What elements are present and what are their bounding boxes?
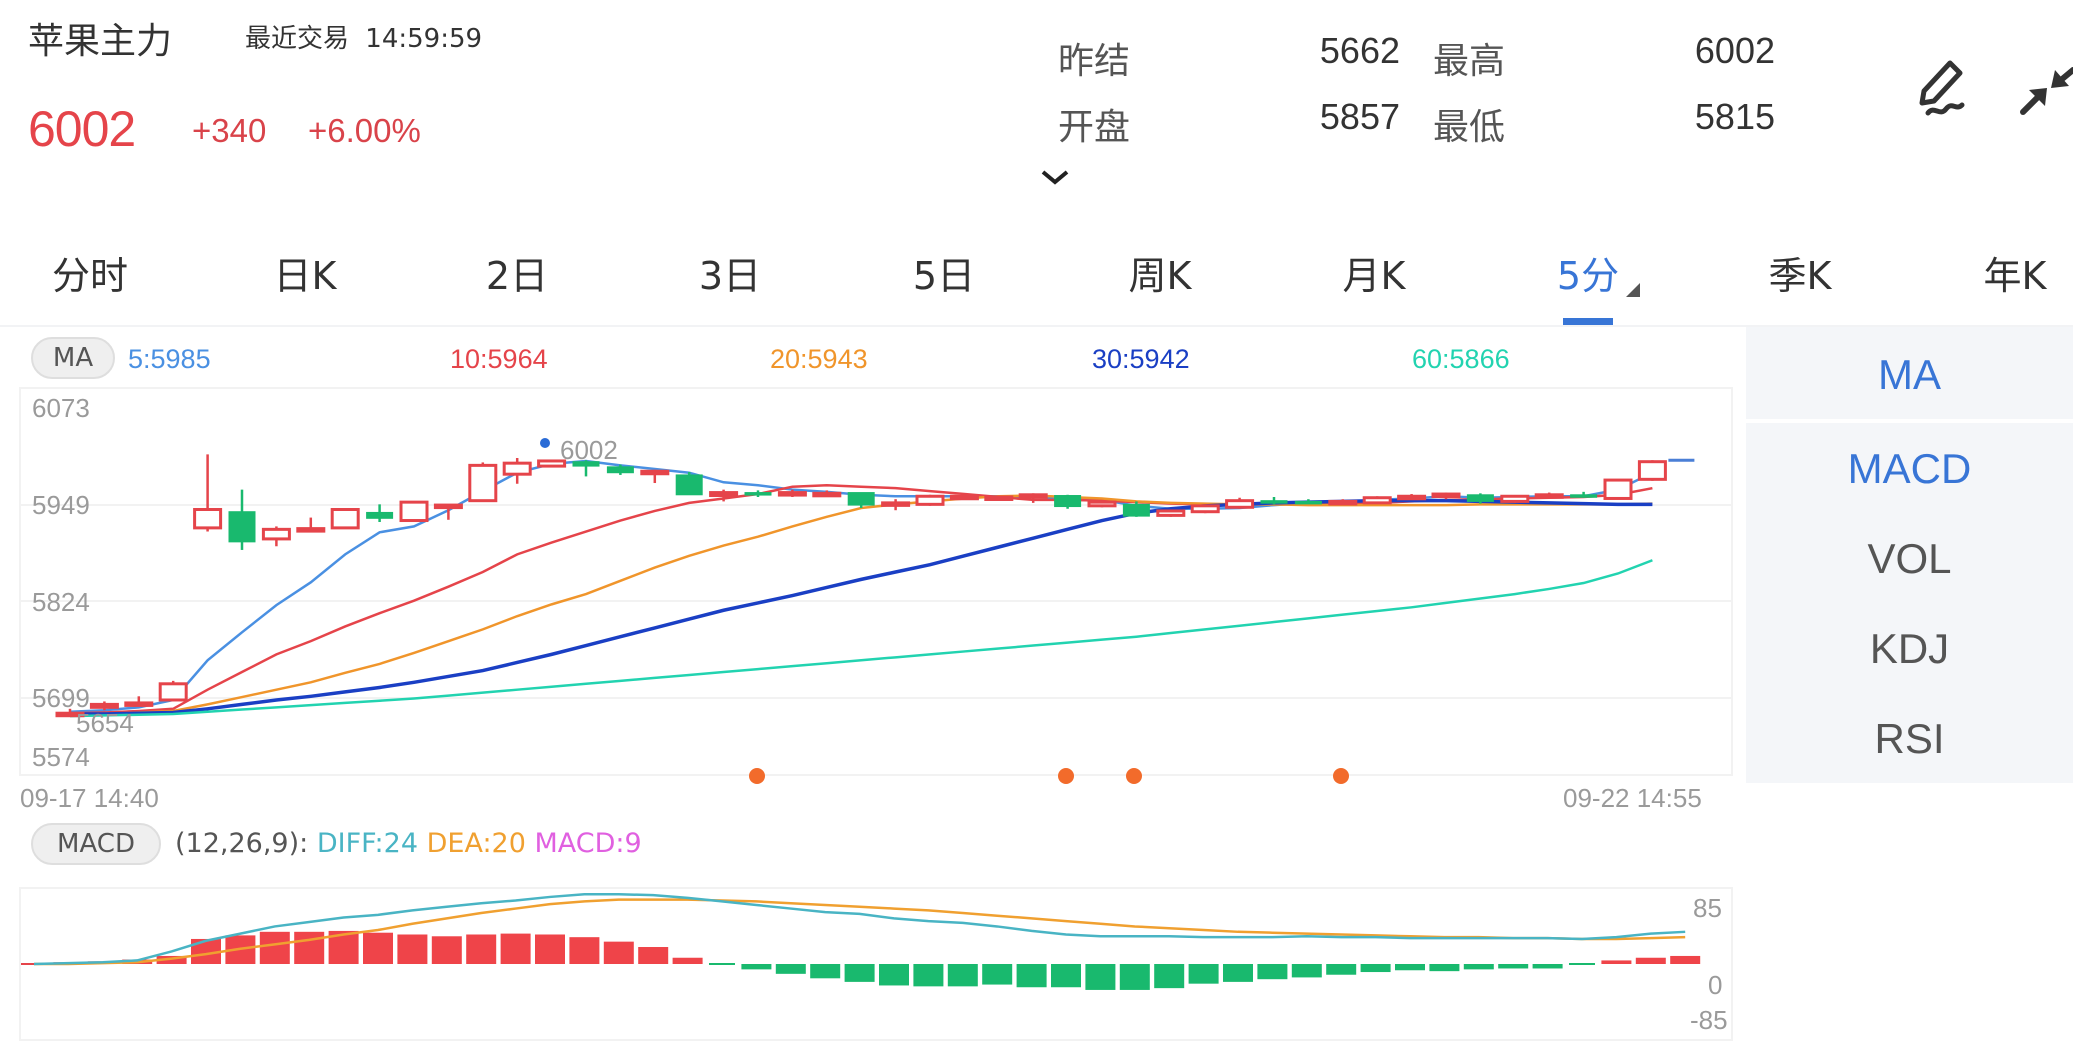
side-item-rsi[interactable]: RSI	[1874, 715, 1945, 762]
main-indicator-panel: MA	[1746, 327, 2073, 419]
y-axis-label: 5824	[32, 587, 90, 617]
tab-9[interactable]: 年K	[1983, 254, 2047, 298]
price-change-pct: +6.00%	[308, 112, 421, 149]
last-trade-time: 14:59:59	[365, 24, 483, 54]
last-trade-info: 最近交易 14:59:59	[245, 18, 482, 55]
ma-legend-item-3: 30:5942	[1092, 344, 1190, 374]
side-item-macd[interactable]: MACD	[1847, 445, 1972, 492]
last-trade-label: 最近交易	[245, 24, 350, 54]
tab-8[interactable]: 季K	[1768, 254, 1832, 298]
tab-6[interactable]: 月K	[1342, 254, 1406, 298]
divider	[0, 325, 2073, 327]
ma-legend-item-0: 5:5985	[128, 344, 211, 374]
collapse-arrows-icon[interactable]	[2015, 50, 2073, 120]
tab-2[interactable]: 2日	[485, 254, 549, 298]
y-axis-label: 5699	[32, 683, 90, 713]
chevron-down-icon[interactable]	[1040, 168, 1070, 188]
ma-indicator-pill[interactable]: MA	[31, 337, 115, 379]
stat-value-high: 6002	[1694, 30, 1775, 71]
macd-y-label-zero: 0	[1708, 970, 1723, 1000]
price-change: +340	[192, 112, 267, 149]
tab-5[interactable]: 周K	[1128, 254, 1192, 298]
macd-dea-value: DEA:20	[426, 828, 526, 859]
tab-7[interactable]: 5分	[1556, 254, 1620, 298]
stat-label-high: 最高	[1433, 41, 1506, 82]
macd-indicator-pill[interactable]: MACD	[31, 823, 161, 865]
stat-value-open: 5857	[1319, 96, 1400, 137]
period-tab-bar: 分时 日K 2日 3日 5日 周K 月K 5分 季K 年K	[0, 230, 2073, 326]
ma-legend-item-2: 20:5943	[770, 344, 868, 374]
tab-dropdown-caret-icon[interactable]	[1626, 283, 1640, 297]
side-item-vol[interactable]: VOL	[1867, 535, 1952, 582]
contract-title: 苹果主力	[28, 21, 173, 62]
macd-params: (12,26,9):	[175, 828, 309, 859]
y-axis-label: 5574	[32, 742, 90, 772]
side-item-kdj[interactable]: KDJ	[1869, 625, 1950, 672]
stat-value-low: 5815	[1694, 96, 1775, 137]
max-price-marker: 6002	[560, 435, 618, 465]
tab-3[interactable]: 3日	[698, 254, 762, 298]
pen-draw-icon[interactable]	[1912, 55, 1972, 119]
ma-legend-item-4: 60:5866	[1412, 344, 1510, 374]
y-axis-label: 6073	[32, 393, 90, 423]
sub-indicator-panel: MACD VOL KDJ RSI	[1746, 423, 2073, 783]
stat-label-open: 开盘	[1058, 107, 1131, 148]
tab-4[interactable]: 5日	[912, 254, 976, 298]
tab-0[interactable]: 分时	[51, 254, 129, 298]
x-axis-end-label: 09-22 14:55	[1563, 783, 1702, 813]
min-price-marker: 5654	[76, 708, 134, 738]
macd-y-label-bottom: -85	[1690, 1005, 1728, 1035]
stat-label-low: 最低	[1433, 107, 1506, 148]
macd-legend: (12,26,9): DIFF:24 DEA:20 MACD:9	[175, 828, 642, 859]
active-tab-indicator	[1563, 318, 1613, 325]
current-price: 6002	[28, 101, 136, 157]
tab-1[interactable]: 日K	[273, 254, 337, 298]
stat-value-prev-settle: 5662	[1319, 30, 1400, 71]
macd-diff-value: DIFF:24	[316, 828, 418, 859]
ma-legend-item-1: 10:5964	[450, 344, 548, 374]
x-axis-start-label: 09-17 14:40	[20, 783, 159, 813]
macd-hist-value: MACD:9	[534, 828, 642, 859]
macd-y-label-top: 85	[1693, 893, 1722, 923]
y-axis-label: 5949	[32, 490, 90, 520]
stat-label-prev-settle: 昨结	[1058, 41, 1131, 82]
side-item-ma[interactable]: MA	[1878, 351, 1941, 398]
